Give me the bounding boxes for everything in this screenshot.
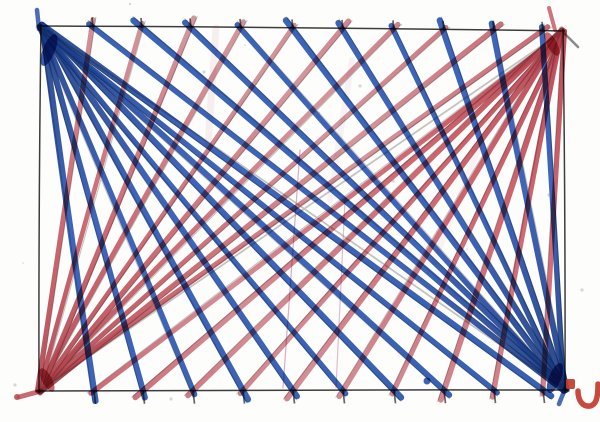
ink-dot <box>14 394 20 400</box>
blue-fan-top-left-stroke <box>39 22 252 403</box>
blue-fan-bottom-right-stroke <box>388 23 567 394</box>
blue-fan-top-left-stroke <box>36 23 198 398</box>
scan-speckle <box>95 329 99 333</box>
red-fan-top-right-stroke <box>185 27 565 399</box>
blue-fan-bottom-right-stroke <box>436 17 569 394</box>
scan-speckle <box>284 16 288 20</box>
pencil-line <box>236 20 569 392</box>
scan-speckle <box>547 193 551 197</box>
corner-smudge-blob <box>39 368 55 392</box>
corner-smudge-stroke <box>16 388 44 400</box>
red-fan-top-right-stroke <box>489 28 565 400</box>
scan-speckle <box>244 44 246 46</box>
scan-speckle <box>13 383 17 387</box>
blue-fan-bottom-right-stroke <box>488 20 570 393</box>
scan-speckle <box>350 206 354 210</box>
corner-smudge-stroke <box>547 6 557 32</box>
scan-speckle <box>391 179 395 183</box>
blue-fan-top-left-stroke <box>38 23 300 400</box>
blue-fan-top-left-stroke <box>38 21 555 400</box>
corner-smudge-blob <box>546 362 564 394</box>
scan-speckle <box>317 111 321 115</box>
signature-layer <box>566 379 600 409</box>
red-fan-top-right-stroke <box>284 28 566 402</box>
scan-speckle <box>169 397 173 401</box>
noon-glyph-dot <box>566 379 575 389</box>
red-fan-top-right-stroke <box>336 27 565 400</box>
scan-speckle <box>22 262 24 264</box>
scan-speckle <box>128 2 132 6</box>
blue-fan-top-left-stroke <box>38 21 405 401</box>
scan-speckle <box>433 153 435 155</box>
scan-speckle <box>539 315 543 319</box>
scan-speckle <box>466 248 468 250</box>
ink-dot <box>423 377 431 385</box>
scan-speckle <box>277 139 279 141</box>
blue-fan-bottom-right-stroke <box>282 17 569 394</box>
blue-fan-bottom-right-stroke <box>538 24 567 393</box>
scan-speckle <box>202 70 206 74</box>
corner-smudge-blob <box>40 34 58 66</box>
scan-speckle <box>580 288 584 292</box>
corner-smudge-stroke <box>34 7 42 32</box>
blue-fan-top-left-stroke <box>39 22 99 404</box>
ghost-smudge-stroke <box>327 57 355 203</box>
blue-fan-bottom-right-stroke <box>335 19 570 393</box>
blue-fan-bottom-right-stroke <box>86 21 567 394</box>
scan-speckle-layer <box>13 2 584 401</box>
blue-marker-layer <box>36 17 570 404</box>
corner-smudge-stroke <box>556 386 568 407</box>
blue-fan-bottom-right-stroke <box>130 17 569 394</box>
scan-speckle <box>55 357 57 359</box>
frame-top <box>38 25 566 32</box>
scan-speckle <box>358 84 362 88</box>
frame-left <box>38 23 42 394</box>
scan-speckle <box>506 220 510 224</box>
scan-speckle <box>88 30 90 32</box>
corner-smudge-layer <box>14 6 580 407</box>
blue-fan-top-left-stroke <box>38 23 148 401</box>
blue-fan-bottom-right-stroke <box>234 22 567 394</box>
corner-smudge-stroke <box>562 31 580 49</box>
scan-speckle <box>211 371 213 373</box>
blue-fan-top-left-stroke <box>37 24 500 396</box>
noon-glyph-cup <box>575 381 600 409</box>
corner-smudge-blob <box>544 32 560 56</box>
blue-fan-top-left-stroke <box>37 24 349 397</box>
frame-bottom <box>35 389 569 392</box>
